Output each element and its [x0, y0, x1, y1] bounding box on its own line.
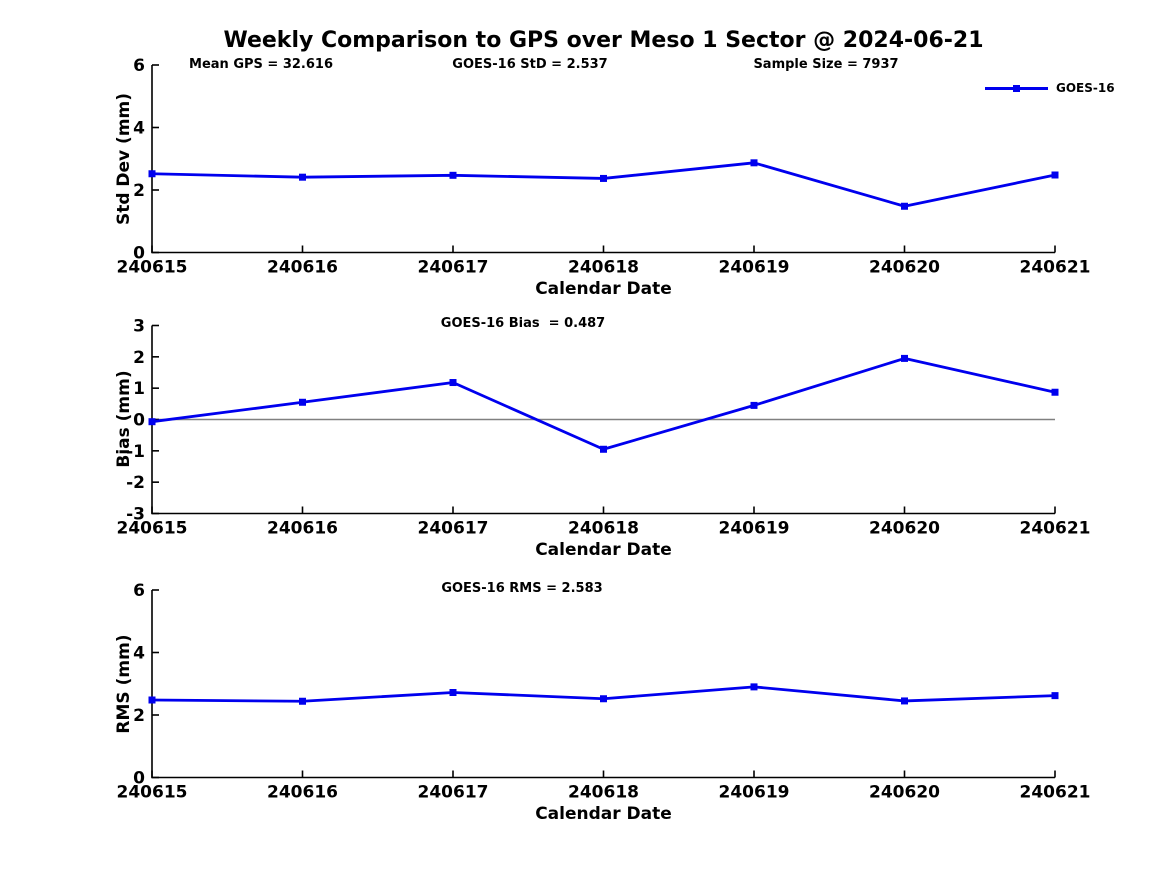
x-tick-label: 240621 [1020, 258, 1091, 278]
y-tick-label: -2 [126, 473, 145, 493]
figure-title: Weekly Comparison to GPS over Meso 1 Sec… [223, 28, 984, 53]
legend-marker-icon [1013, 84, 1020, 92]
data-point [750, 159, 758, 167]
x-tick-label: 240616 [267, 258, 338, 278]
data-point [148, 418, 156, 426]
rms-plot: 0 2 4 6 240615 240616 240617 240618 240619 240620… [117, 581, 1091, 803]
x-tick-label: 240618 [568, 519, 639, 539]
data-point [750, 401, 758, 409]
y-tick-label: 4 [133, 644, 145, 664]
x-tick-label: 240616 [267, 519, 338, 539]
x-tick-label: 240620 [869, 783, 940, 803]
data-line [150, 356, 1057, 451]
data-point [1051, 388, 1059, 396]
x-tick-label: 240617 [418, 519, 489, 539]
y-tick-label: 6 [133, 56, 145, 76]
axis-spines [151, 590, 1055, 779]
legend: GOES-16 [985, 80, 1115, 96]
x-tick-label: 240617 [418, 783, 489, 803]
x-tick-label: 240620 [869, 519, 940, 539]
y-tick-label: 0 [133, 769, 145, 789]
y-tick-label: 2 [133, 348, 145, 368]
y-tick-label: 0 [133, 411, 145, 431]
stddev-x-axis-label: Calendar Date [535, 279, 672, 299]
data-point [1051, 692, 1059, 700]
data-point [299, 173, 306, 181]
y-tick-label: 2 [133, 706, 145, 726]
axis-spines [151, 65, 1055, 254]
y-tick-label: 1 [133, 379, 145, 399]
x-tick-label: 240621 [1020, 783, 1091, 803]
x-tick-label: 240615 [117, 519, 188, 539]
data-point [299, 697, 306, 705]
x-tick-label: 240616 [267, 783, 338, 803]
annotation-mean-gps: Mean GPS = 32.616 [189, 57, 333, 72]
legend-line-sample [985, 84, 1048, 92]
annotation-goes16-bias: GOES-16 Bias = 0.487 [440, 316, 606, 331]
x-tick-label: 240618 [568, 783, 639, 803]
std-dev-plot: 0 2 4 6 240615 240616 240617 240618 240619 240620… [117, 56, 1091, 278]
x-tick-label: 240617 [418, 258, 489, 278]
data-point [449, 689, 457, 696]
x-tick-label: 240619 [719, 258, 790, 278]
y-tick-label: 2 [133, 181, 145, 201]
data-point [901, 202, 908, 210]
data-point [148, 696, 156, 704]
bias-plot: -3 -2 -1 0 1 2 3 240615 240616 240617 240618 240619… [117, 317, 1091, 539]
data-point [299, 398, 306, 406]
x-tick-label: 240615 [117, 258, 188, 278]
data-point [901, 354, 908, 362]
x-tick-label: 240615 [117, 783, 188, 803]
x-tick-label: 240620 [869, 258, 940, 278]
data-point [600, 695, 607, 703]
data-point [1051, 171, 1059, 179]
y-tick-label: -1 [126, 442, 145, 462]
rms-x-axis-label: Calendar Date [535, 804, 672, 824]
y-tick-label: -3 [126, 505, 145, 525]
data-point [148, 170, 156, 178]
x-tick-label: 240621 [1020, 519, 1091, 539]
data-point [750, 683, 758, 691]
data-point [600, 174, 607, 182]
annotation-goes16-std: GOES-16 StD = 2.537 [452, 57, 608, 72]
y-tick-label: 6 [133, 581, 145, 601]
y-tick-label: 0 [133, 244, 145, 264]
x-tick-label: 240618 [568, 258, 639, 278]
annotation-sample-size: Sample Size = 7937 [753, 57, 899, 72]
data-point [901, 697, 908, 705]
y-tick-label: 4 [133, 119, 145, 139]
annotation-goes16-rms: GOES-16 RMS = 2.583 [441, 581, 603, 596]
bias-x-axis-label: Calendar Date [535, 540, 672, 560]
x-tick-label: 240619 [719, 519, 790, 539]
legend-label: GOES-16 [1056, 81, 1115, 95]
data-point [449, 171, 457, 179]
data-point [449, 379, 457, 387]
x-tick-label: 240619 [719, 783, 790, 803]
y-tick-label: 3 [133, 317, 145, 337]
data-point [600, 445, 607, 453]
data-line [150, 161, 1057, 208]
